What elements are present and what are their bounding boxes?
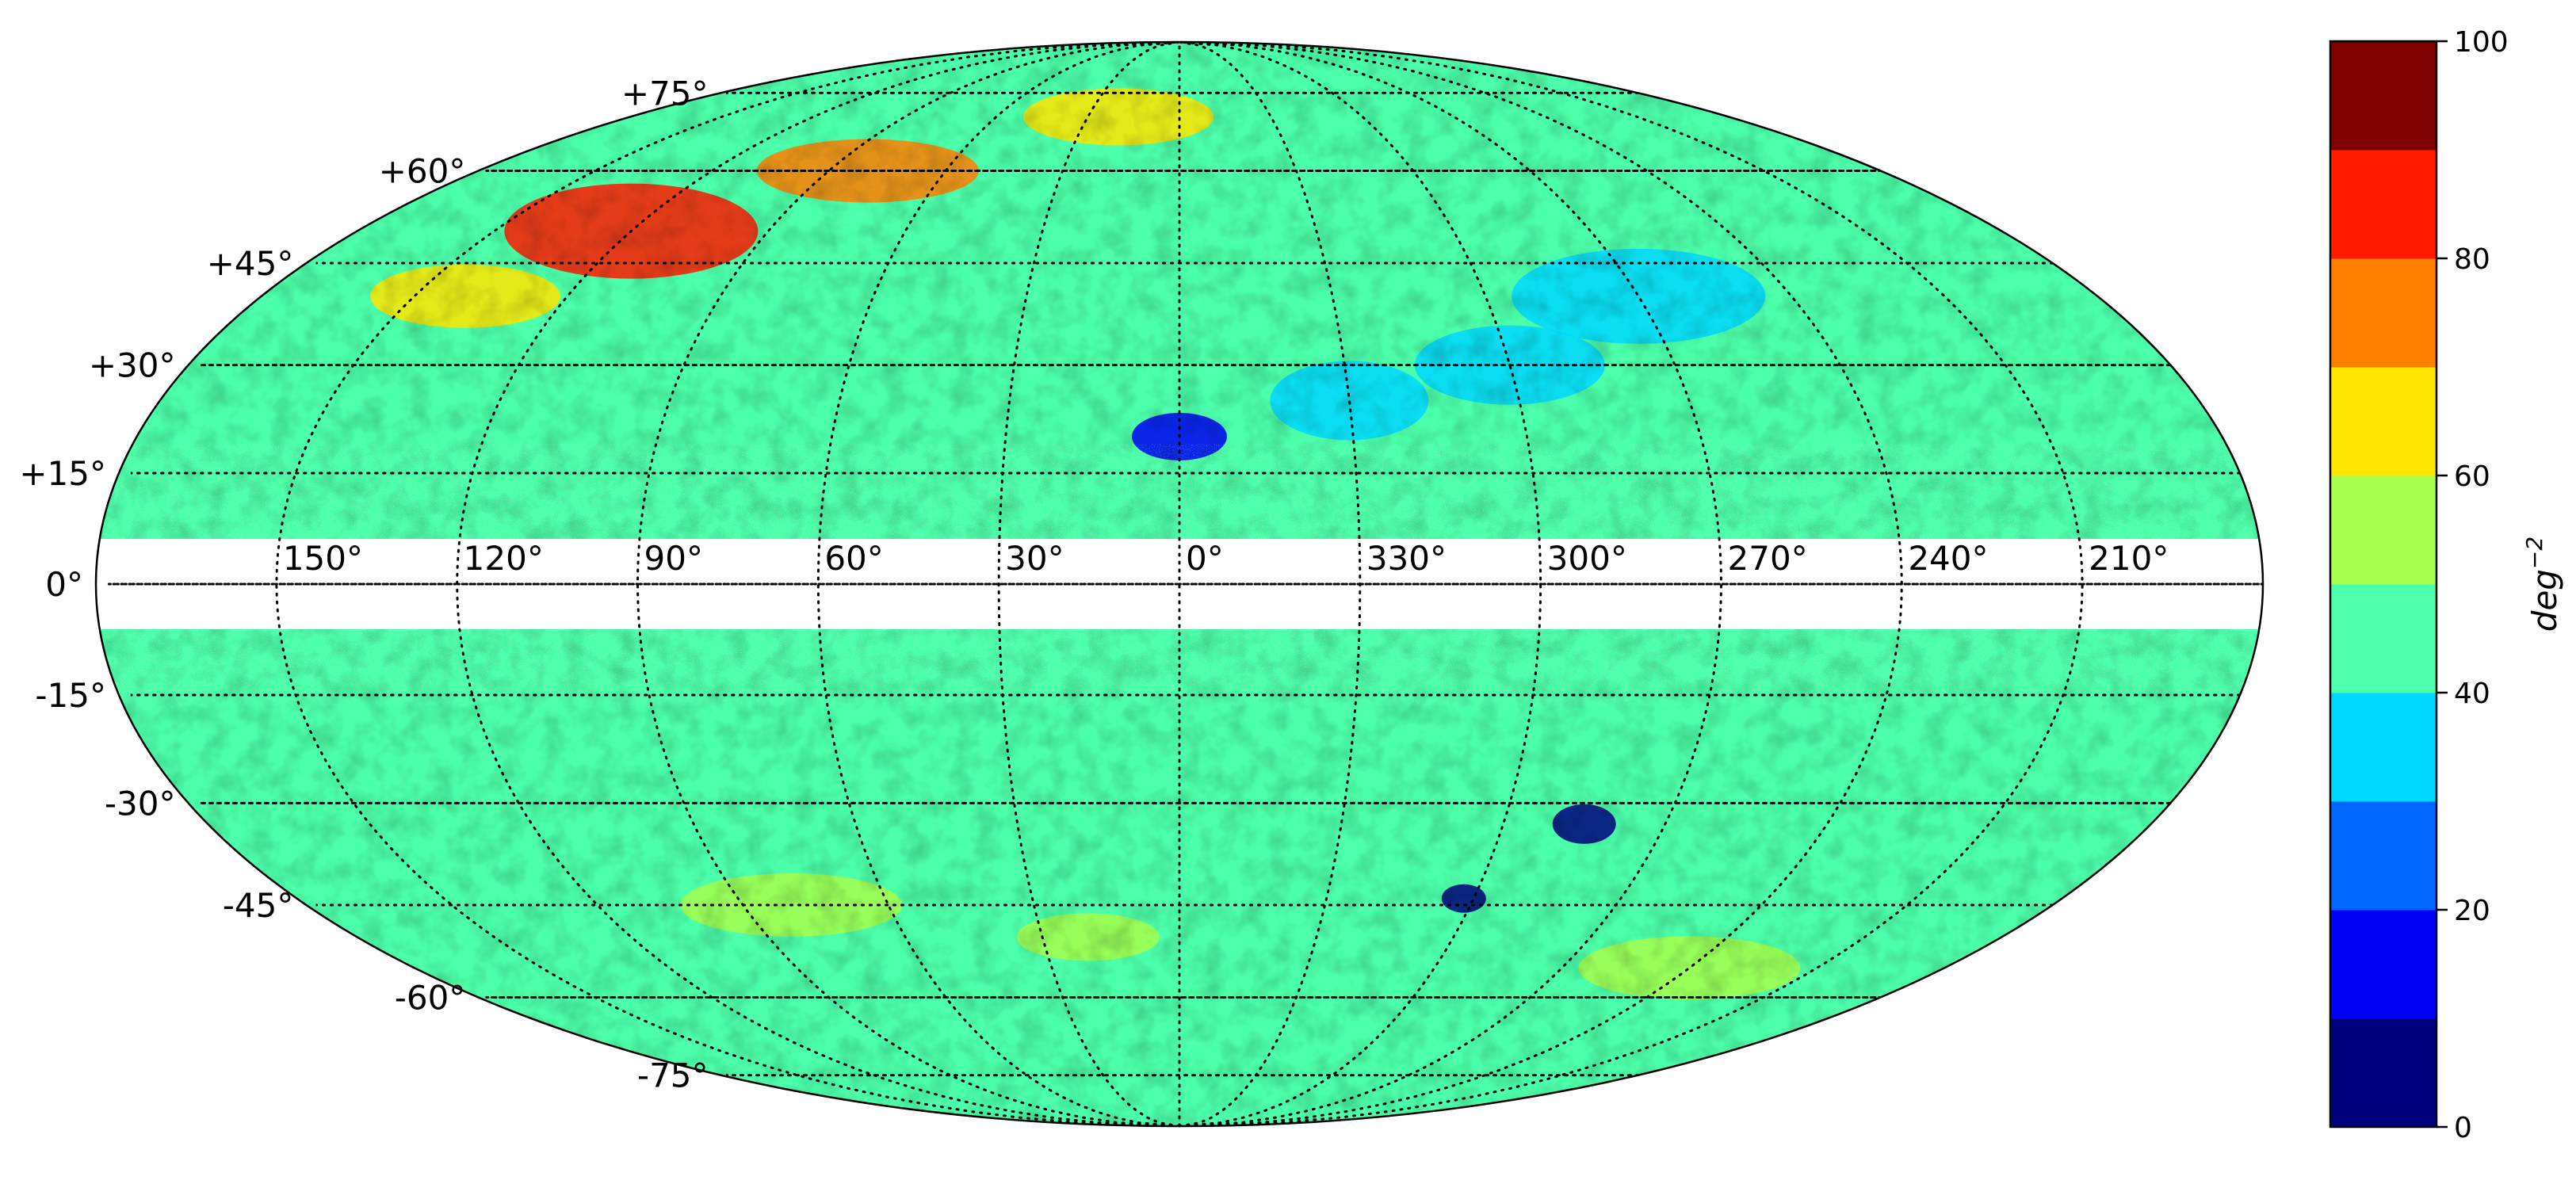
latitude-tick-label: +15° bbox=[19, 454, 106, 493]
latitude-tick-label: +45° bbox=[207, 244, 294, 283]
colorbar-level bbox=[2330, 1018, 2436, 1128]
latitude-tick-label: 0° bbox=[45, 565, 83, 604]
latitude-tick-label: -30° bbox=[105, 784, 176, 823]
longitude-tick-label: 90° bbox=[644, 539, 703, 578]
colorbar-level bbox=[2330, 693, 2436, 802]
longitude-tick-label: 30° bbox=[1005, 539, 1064, 578]
latitude-tick-label: +30° bbox=[89, 346, 176, 385]
colorbar-frame bbox=[2329, 40, 2438, 1129]
map-outline bbox=[94, 40, 2265, 1128]
colorbar-level bbox=[2330, 150, 2436, 259]
graticule bbox=[108, 42, 2263, 1126]
latitude-tick-label: -45° bbox=[223, 886, 294, 925]
colorbar-level bbox=[2330, 41, 2436, 151]
colorbar-tick-label: 60 bbox=[2454, 460, 2490, 493]
colorbar-level bbox=[2330, 910, 2436, 1019]
colorbar-tick-label: 40 bbox=[2454, 678, 2490, 710]
longitude-tick-label: 0° bbox=[1186, 539, 1224, 578]
density-map bbox=[96, 42, 2263, 1126]
longitude-tick-label: 60° bbox=[824, 539, 883, 578]
colorbar-level bbox=[2330, 476, 2436, 585]
colorbar-tick-label: 0 bbox=[2454, 1112, 2472, 1144]
longitude-tick-label: 300° bbox=[1547, 539, 1627, 578]
longitude-tick-label: 240° bbox=[1908, 539, 1988, 578]
longitude-tick-label: 330° bbox=[1366, 539, 1447, 578]
longitude-tick-label: 120° bbox=[464, 539, 544, 578]
colorbar-tick-label: 20 bbox=[2454, 895, 2490, 927]
latitude-tick-label: -60° bbox=[395, 978, 466, 1017]
latitude-tick-label: -75° bbox=[637, 1056, 709, 1095]
colorbar-level bbox=[2330, 367, 2436, 476]
latitude-tick-label: +75° bbox=[621, 74, 709, 113]
colorbar-ticks: 0 20 40 60 80 100 bbox=[2436, 26, 2509, 1144]
latitude-labels: +75° +60° +45° +30° +15° 0° -15° -30° -45° -60° -7… bbox=[19, 74, 708, 1094]
colorbar-tick-label: 80 bbox=[2454, 243, 2490, 276]
latitude-tick-label: +60° bbox=[379, 152, 466, 191]
colorbar-level bbox=[2330, 258, 2436, 368]
longitude-tick-label: 150° bbox=[283, 539, 363, 578]
colorbar-levels bbox=[2330, 41, 2436, 1128]
colorbar: 0 20 40 60 80 100 deg−2 bbox=[2329, 26, 2564, 1144]
colorbar-tick-label: 100 bbox=[2454, 26, 2509, 59]
colorbar-level bbox=[2330, 801, 2436, 911]
mollweide-map: 150° 120° 90° 60° 30° 0° 330° 300° 270° 240° 210° … bbox=[19, 40, 2265, 1128]
colorbar-level bbox=[2330, 584, 2436, 693]
latitude-tick-label: -15° bbox=[35, 676, 106, 715]
colorbar-label: deg−2 bbox=[2521, 537, 2564, 632]
longitude-tick-label: 210° bbox=[2089, 539, 2169, 578]
longitude-labels: 150° 120° 90° 60° 30° 0° 330° 300° 270° 240° 210° bbox=[283, 539, 2169, 578]
longitude-tick-label: 270° bbox=[1728, 539, 1808, 578]
